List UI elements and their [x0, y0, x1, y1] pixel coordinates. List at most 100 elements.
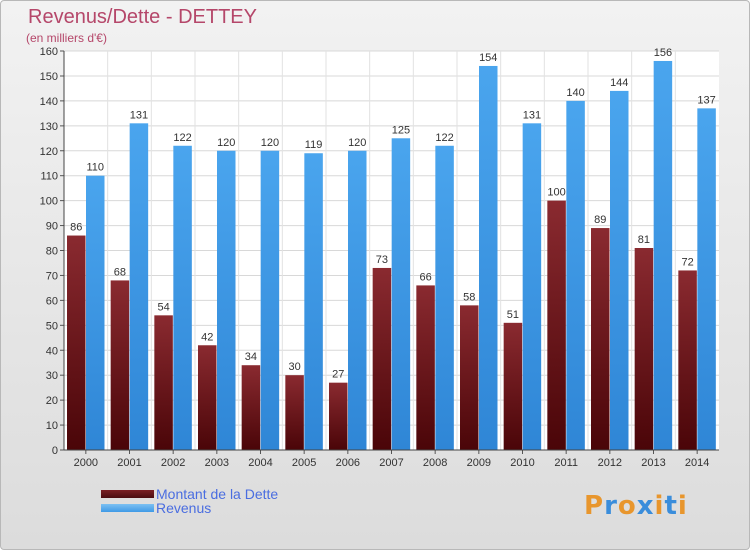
logo-letter: x — [636, 491, 655, 521]
data-label-revenus: 119 — [305, 139, 323, 151]
data-label-revenus: 131 — [523, 109, 541, 121]
x-tick-label: 2010 — [510, 457, 534, 469]
y-tick-label: 130 — [40, 121, 58, 133]
x-tick-label: 2011 — [554, 457, 578, 469]
data-label-dette: 27 — [332, 369, 344, 381]
data-label-revenus: 140 — [566, 87, 584, 99]
y-tick-label: 100 — [40, 196, 58, 208]
data-label-revenus: 125 — [392, 124, 410, 136]
y-tick-label: 110 — [40, 171, 58, 183]
bar-revenus — [697, 108, 716, 450]
bar-dette — [67, 235, 86, 450]
chart-subtitle: (en milliers d'€) — [26, 31, 107, 45]
data-label-dette: 58 — [463, 291, 475, 303]
y-tick-label: 30 — [46, 370, 58, 382]
logo-letter: t — [664, 491, 678, 521]
logo-letter: i — [677, 491, 688, 521]
y-tick-label: 90 — [46, 221, 58, 233]
data-label-dette: 81 — [638, 234, 650, 246]
data-label-revenus: 156 — [654, 47, 672, 59]
legend-label-dette: Montant de la Dette — [156, 486, 279, 502]
bar-revenus — [391, 138, 411, 450]
x-tick-label: 2001 — [117, 457, 141, 469]
data-label-revenus: 120 — [261, 137, 279, 149]
y-tick-label: 70 — [46, 270, 58, 282]
data-label-dette: 34 — [245, 351, 257, 363]
logo-letter: r — [604, 491, 618, 521]
data-label-dette: 73 — [376, 254, 388, 266]
bar-dette — [372, 267, 392, 450]
bar-revenus — [435, 145, 454, 450]
y-tick-label: 80 — [46, 246, 58, 258]
data-label-dette: 66 — [419, 271, 431, 283]
data-label-dette: 68 — [114, 266, 126, 278]
x-tick-label: 2006 — [336, 457, 360, 469]
bar-revenus — [129, 123, 149, 450]
x-tick-label: 2012 — [598, 457, 622, 469]
bar-dette — [198, 345, 217, 450]
data-label-dette: 89 — [594, 214, 606, 226]
bar-revenus — [260, 150, 280, 450]
logo-letter: i — [654, 491, 665, 521]
legend-swatch-revenus — [101, 504, 154, 512]
x-tick-label: 2013 — [641, 457, 665, 469]
bar-dette — [110, 280, 130, 450]
bar-revenus — [566, 100, 585, 450]
y-tick-label: 160 — [40, 46, 58, 58]
x-tick-label: 2002 — [161, 457, 185, 469]
y-tick-label: 120 — [40, 146, 58, 158]
x-tick-label: 2008 — [423, 457, 447, 469]
bar-dette — [329, 382, 348, 450]
data-label-revenus: 122 — [435, 132, 453, 144]
data-label-revenus: 144 — [610, 77, 628, 89]
bar-revenus — [522, 123, 542, 450]
bar-dette — [634, 248, 654, 450]
x-tick-label: 2007 — [379, 457, 403, 469]
data-label-dette: 51 — [507, 309, 519, 321]
legend-label-revenus: Revenus — [156, 500, 212, 516]
data-label-revenus: 120 — [348, 137, 366, 149]
x-tick-label: 2005 — [292, 457, 316, 469]
bar-revenus — [217, 150, 236, 450]
y-tick-label: 0 — [52, 445, 58, 457]
data-label-revenus: 131 — [130, 109, 148, 121]
y-tick-label: 40 — [46, 345, 58, 357]
y-tick-label: 60 — [46, 295, 58, 307]
data-label-revenus: 154 — [479, 52, 497, 64]
y-tick-label: 10 — [46, 420, 58, 432]
data-label-dette: 42 — [201, 331, 213, 343]
x-tick-label: 2009 — [467, 457, 491, 469]
bar-dette — [241, 365, 261, 450]
chart-title: Revenus/Dette - DETTEY — [28, 6, 257, 28]
bar-dette — [503, 322, 523, 450]
bar-revenus — [173, 145, 192, 450]
bar-revenus — [348, 150, 367, 450]
bar-dette — [547, 200, 566, 450]
y-tick-label: 140 — [40, 96, 58, 108]
y-tick-label: 150 — [40, 71, 58, 83]
data-label-dette: 72 — [681, 256, 693, 268]
bar-dette — [460, 305, 479, 450]
x-tick-label: 2004 — [248, 457, 272, 469]
x-tick-label: 2014 — [685, 457, 709, 469]
data-label-dette: 86 — [70, 222, 82, 234]
bar-revenus — [610, 90, 629, 451]
data-label-dette: 54 — [157, 301, 169, 313]
bar-dette — [416, 285, 435, 450]
bar-revenus — [653, 60, 673, 450]
x-tick-label: 2000 — [74, 457, 98, 469]
y-tick-label: 20 — [46, 395, 58, 407]
y-tick-label: 50 — [46, 320, 58, 332]
bar-dette — [285, 375, 304, 450]
bar-dette — [678, 270, 697, 450]
bar-revenus — [479, 65, 498, 451]
data-label-dette: 30 — [288, 361, 300, 373]
bar-revenus — [86, 175, 105, 450]
data-label-revenus: 120 — [217, 137, 235, 149]
data-label-dette: 100 — [547, 187, 565, 199]
bar-dette — [154, 315, 173, 450]
data-label-revenus: 110 — [86, 162, 104, 174]
proxiti-logo: Proxiti — [584, 491, 688, 521]
